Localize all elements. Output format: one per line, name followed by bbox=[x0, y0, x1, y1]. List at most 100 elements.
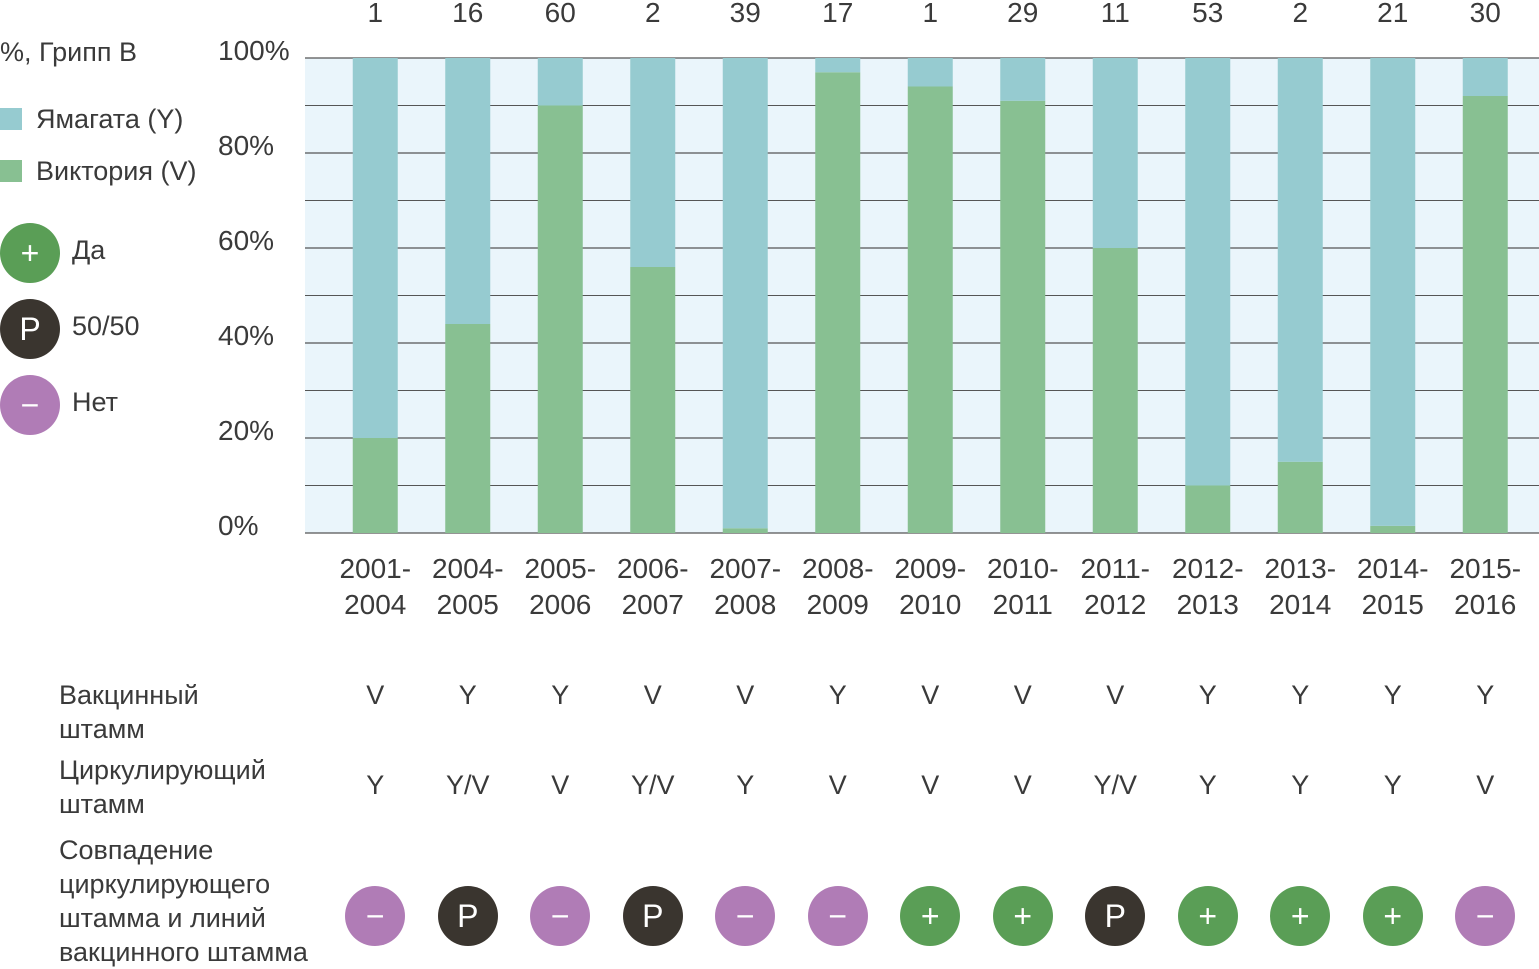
legend-label: Нет bbox=[72, 387, 118, 417]
x-tick-label: 2006-2007 bbox=[616, 553, 689, 620]
match-symbol: + bbox=[900, 886, 961, 946]
legend-label: Виктория (V) bbox=[36, 156, 197, 186]
x-tick-label: 2001-2004 bbox=[339, 553, 412, 620]
bar-segment bbox=[1185, 485, 1231, 533]
row-value: Y bbox=[1198, 770, 1217, 800]
x-tick-label: 2007-2008 bbox=[709, 553, 782, 620]
bar-segment bbox=[815, 72, 861, 533]
x-tick-label: 2011-2012 bbox=[1080, 553, 1151, 620]
row-value: V bbox=[551, 770, 570, 800]
count-label: 1 bbox=[922, 0, 939, 28]
bar-segment bbox=[1092, 58, 1138, 248]
match-symbol: + bbox=[1362, 886, 1423, 946]
y-tick-label: 60% bbox=[218, 225, 275, 256]
count-label: 16 bbox=[452, 0, 484, 28]
bar-segment bbox=[1000, 58, 1046, 101]
x-tick-label: 2005-2006 bbox=[524, 553, 597, 620]
y-tick-label: 40% bbox=[218, 320, 275, 351]
count-label: 17 bbox=[822, 0, 854, 28]
legend-label: Ямагата (Y) bbox=[36, 104, 184, 134]
match-symbol: − bbox=[715, 886, 776, 946]
bar-segment bbox=[1370, 525, 1416, 533]
count-label: 29 bbox=[1007, 0, 1039, 28]
bar-segment bbox=[445, 58, 491, 324]
bar-segment bbox=[630, 267, 676, 533]
match-symbol: P bbox=[437, 886, 498, 946]
count-label: 60 bbox=[544, 0, 576, 28]
row-value: V bbox=[828, 770, 847, 800]
bar-segment bbox=[907, 58, 953, 87]
row-value: V bbox=[921, 770, 940, 800]
bar-segment bbox=[537, 105, 583, 533]
row-value: V bbox=[1013, 680, 1032, 710]
y-tick-label: 0% bbox=[218, 510, 259, 541]
row-value: Y bbox=[458, 680, 477, 710]
bar-segment bbox=[1277, 461, 1323, 533]
y-tick-label: 100% bbox=[218, 35, 290, 66]
row-value: Y bbox=[1291, 770, 1310, 800]
y-tick-label: 20% bbox=[218, 415, 275, 446]
row-value: Y bbox=[1476, 680, 1495, 710]
match-symbol: + bbox=[1270, 886, 1331, 946]
bar-segment bbox=[537, 58, 583, 106]
row-label: Совпадение циркулирующего штамма и линий… bbox=[59, 835, 308, 967]
bar-segment bbox=[815, 58, 861, 73]
row-value: V bbox=[366, 680, 385, 710]
row-value: Y bbox=[551, 680, 570, 710]
legend-symbol: P bbox=[0, 299, 60, 359]
bar-segment bbox=[1092, 248, 1138, 533]
row-value: Y/V bbox=[630, 770, 675, 800]
legend-label: Да bbox=[72, 235, 106, 265]
match-symbol: − bbox=[1455, 886, 1516, 946]
row-value: Y/V bbox=[445, 770, 490, 800]
row-value: Y bbox=[1383, 770, 1402, 800]
legend-symbol: − bbox=[0, 375, 60, 435]
match-symbol: + bbox=[992, 886, 1053, 946]
count-label: 11 bbox=[1100, 0, 1130, 28]
row-value: Y bbox=[1198, 680, 1217, 710]
count-label: 1 bbox=[367, 0, 384, 28]
row-value: V bbox=[1106, 680, 1125, 710]
row-value: Y/V bbox=[1093, 770, 1138, 800]
row-value: V bbox=[1013, 770, 1032, 800]
bar-segment bbox=[722, 528, 768, 533]
match-symbol: P bbox=[622, 886, 683, 946]
legend-title: %, Грипп B bbox=[0, 37, 137, 67]
bar-segment bbox=[1277, 58, 1323, 462]
row-value: Y bbox=[828, 680, 847, 710]
y-tick-label: 80% bbox=[218, 130, 275, 161]
bar-segment bbox=[1462, 58, 1508, 96]
row-value: Y bbox=[366, 770, 385, 800]
bar-segment bbox=[1000, 100, 1046, 533]
x-tick-label: 2010-2011 bbox=[986, 553, 1059, 620]
bar-segment bbox=[1462, 96, 1508, 533]
count-label: 30 bbox=[1469, 0, 1501, 28]
bar-segment bbox=[907, 86, 953, 533]
match-symbol: − bbox=[807, 886, 868, 946]
row-value: Y bbox=[1291, 680, 1310, 710]
row-value: V bbox=[921, 680, 940, 710]
match-symbol: P bbox=[1085, 886, 1146, 946]
row-label: Вакцинный штамм bbox=[59, 680, 199, 744]
bar-segment bbox=[445, 324, 491, 533]
bar-segment bbox=[722, 58, 768, 529]
count-label: 2 bbox=[644, 0, 661, 28]
row-value: V bbox=[643, 680, 662, 710]
bar-segment bbox=[630, 58, 676, 267]
legend-label: 50/50 bbox=[72, 311, 140, 341]
count-label: 21 bbox=[1377, 0, 1409, 28]
x-tick-label: 2013-2014 bbox=[1264, 553, 1337, 620]
x-tick-label: 2015-2016 bbox=[1449, 553, 1522, 620]
legend-swatch bbox=[0, 160, 22, 182]
row-label: Циркулирующий штамм bbox=[59, 755, 266, 819]
match-symbol: − bbox=[345, 886, 406, 946]
x-tick-label: 2014-2015 bbox=[1356, 553, 1429, 620]
bar-segment bbox=[1370, 58, 1416, 526]
match-symbol: + bbox=[1177, 886, 1238, 946]
bar-segment bbox=[1185, 58, 1231, 486]
row-value: V bbox=[736, 680, 755, 710]
x-tick-label: 2012-2013 bbox=[1171, 553, 1244, 620]
row-value: V bbox=[1476, 770, 1495, 800]
